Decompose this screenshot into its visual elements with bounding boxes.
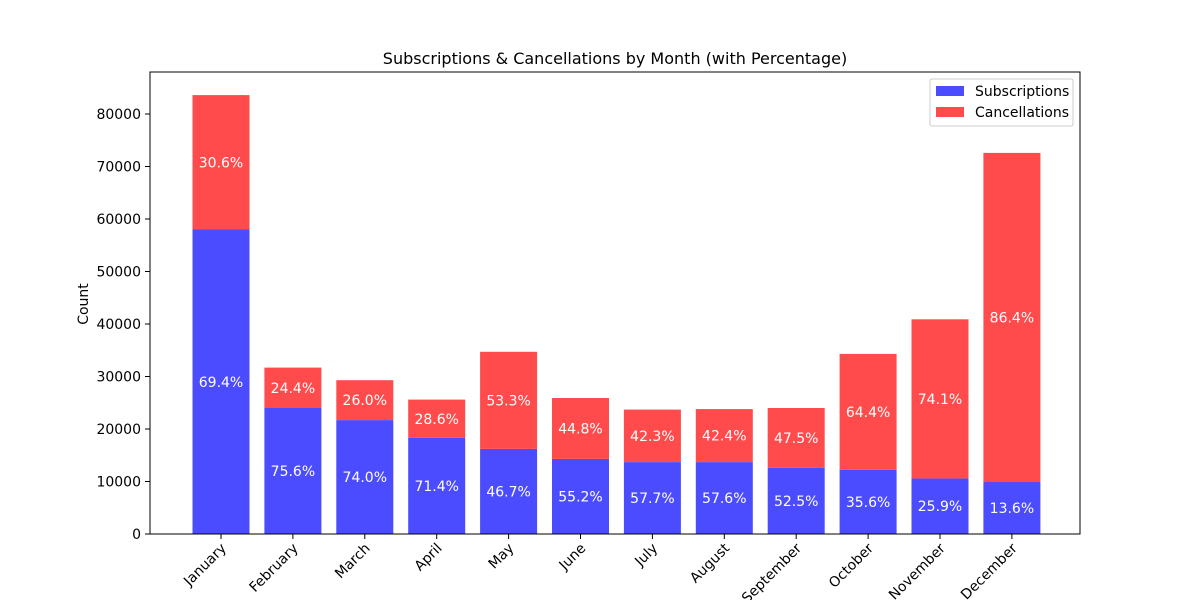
bar-cancellations-april [408, 399, 466, 438]
x-tick-label-september: September [739, 540, 805, 600]
y-tick-label: 20000 [96, 422, 141, 438]
bar-cancellations-august [695, 409, 753, 463]
bar-subscriptions-june [552, 458, 609, 534]
data-label-cancellations-december: 86.4% [990, 310, 1034, 326]
x-tick-label-august: August [687, 540, 733, 586]
data-label-subscriptions-june: 55.2% [558, 490, 602, 506]
y-tick-label: 40000 [96, 317, 141, 333]
x-tick-label-november: November [886, 540, 949, 600]
bar-cancellations-june [552, 398, 609, 459]
bar-cancellations-february [264, 367, 322, 408]
data-label-cancellations-june: 44.8% [558, 422, 602, 438]
bar-subscriptions-december [983, 482, 1041, 534]
bar-labels-group: 69.4% 30.6% 75.6% 24.4% 74.0% 26.0% 71.4% 28.6%… [199, 155, 1034, 517]
data-label-subscriptions-august: 57.6% [702, 491, 746, 507]
data-label-cancellations-july: 42.3% [630, 429, 674, 445]
x-tick-label-april: April [412, 541, 446, 575]
y-tick-label: 50000 [96, 265, 141, 281]
y-axis-label: Count [76, 283, 92, 325]
bar-subscriptions-july [623, 462, 681, 534]
bar-cancellations-may [480, 351, 538, 449]
legend-swatch-subscriptions [936, 86, 964, 96]
bar-subscriptions-september [767, 467, 825, 534]
data-label-cancellations-february: 24.4% [271, 381, 315, 397]
y-tick-label: 0 [132, 527, 141, 543]
y-tick-label: 70000 [96, 160, 141, 176]
data-label-subscriptions-july: 57.7% [630, 491, 674, 507]
x-axis-ticks: January February March April May June July Augu… [180, 534, 1021, 604]
bar-subscriptions-may [480, 448, 538, 534]
legend: Subscriptions Cancellations [929, 78, 1074, 127]
data-label-cancellations-october: 64.4% [846, 405, 890, 421]
x-tick-label-february: February [247, 541, 302, 596]
data-label-cancellations-april: 28.6% [414, 412, 458, 428]
data-label-subscriptions-may: 46.7% [486, 485, 530, 501]
bar-subscriptions-april [408, 437, 466, 534]
data-label-cancellations-august: 42.4% [702, 429, 746, 445]
data-label-subscriptions-september: 52.5% [774, 494, 818, 510]
bar-subscriptions-august [695, 462, 753, 534]
bar-cancellations-january [192, 95, 250, 230]
plot-frame [149, 71, 1081, 535]
y-tick-label: 80000 [96, 107, 141, 123]
x-tick-label-may: May [486, 541, 518, 573]
bar-cancellations-november [911, 319, 969, 479]
x-tick-label-july: July [631, 541, 661, 571]
bar-subscriptions-february [264, 408, 322, 534]
data-label-subscriptions-january: 69.4% [199, 375, 243, 391]
y-axis-ticks: 0 10000 20000 30000 40000 50000 60000 70000 8000… [96, 107, 150, 543]
bar-cancellations-september [767, 408, 825, 468]
x-tick-label-december: December [958, 540, 1021, 600]
y-tick-label: 60000 [96, 212, 141, 228]
data-label-cancellations-september: 47.5% [774, 431, 818, 447]
bar-subscriptions-november [911, 478, 969, 534]
x-tick-label-june: June [556, 541, 590, 575]
data-label-subscriptions-october: 35.6% [846, 495, 890, 511]
bar-subscriptions-october [839, 469, 897, 534]
data-label-subscriptions-march: 74.0% [343, 470, 387, 486]
legend-label-subscriptions: Subscriptions [975, 84, 1069, 100]
bar-cancellations-october [839, 353, 897, 470]
legend-label-cancellations: Cancellations [975, 105, 1069, 121]
bar-cancellations-july [623, 409, 681, 463]
data-label-subscriptions-november: 25.9% [918, 499, 962, 515]
y-tick-label: 10000 [96, 475, 141, 491]
chart-title: Subscriptions & Cancellations by Month (… [383, 49, 847, 68]
data-label-cancellations-november: 74.1% [918, 392, 962, 408]
data-label-subscriptions-december: 13.6% [990, 501, 1034, 517]
x-tick-label-march: March [332, 541, 373, 582]
bar-cancellations-december [983, 152, 1041, 483]
bar-subscriptions-march [336, 420, 394, 534]
bar-cancellations-march [336, 380, 394, 421]
legend-swatch-cancellations [936, 107, 964, 117]
data-label-subscriptions-april: 71.4% [414, 479, 458, 495]
legend-box [929, 78, 1074, 127]
data-label-subscriptions-february: 75.6% [271, 464, 315, 480]
bars-group [192, 95, 1041, 534]
data-label-cancellations-may: 53.3% [486, 393, 530, 409]
data-label-cancellations-january: 30.6% [199, 155, 243, 171]
y-tick-label: 30000 [96, 370, 141, 386]
x-tick-label-january: January [180, 541, 230, 591]
x-tick-label-october: October [826, 540, 877, 591]
data-label-cancellations-march: 26.0% [343, 393, 387, 409]
bar-subscriptions-january [192, 229, 250, 534]
